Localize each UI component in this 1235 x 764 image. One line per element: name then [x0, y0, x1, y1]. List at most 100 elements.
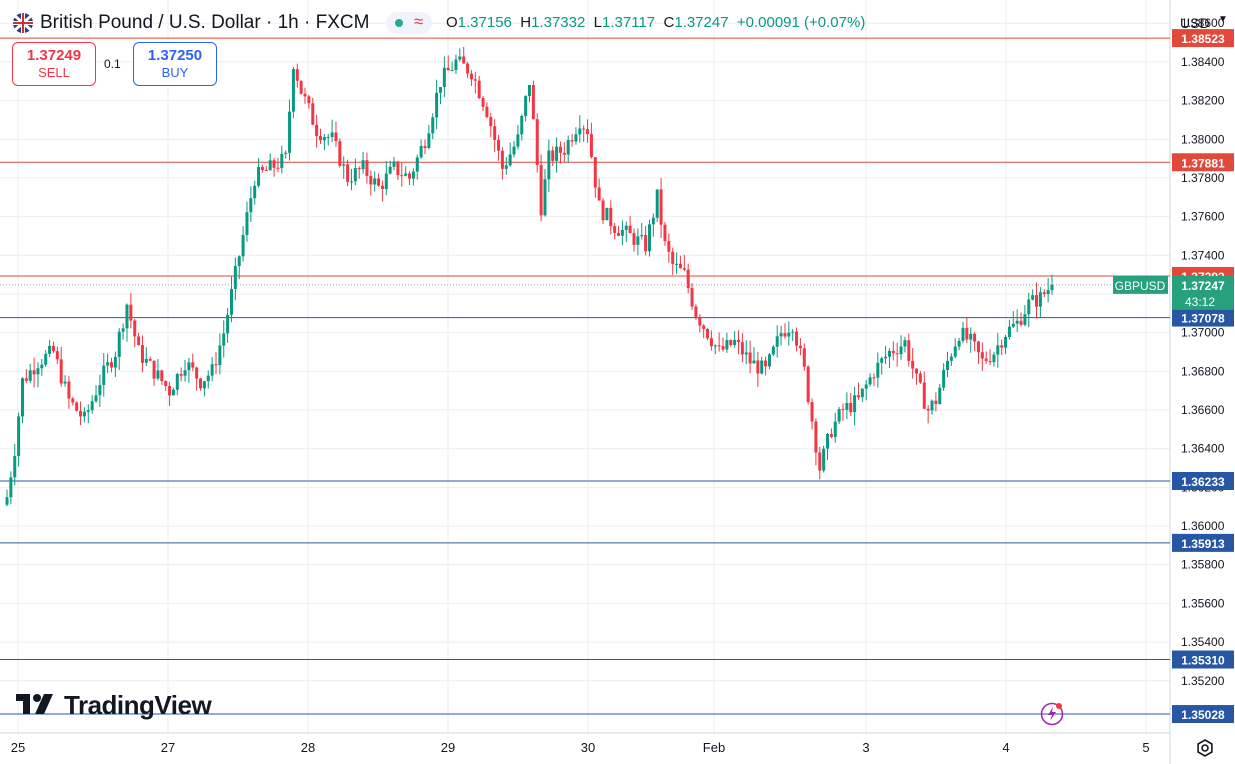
candle-body[interactable] [926, 408, 930, 411]
candle-body[interactable] [798, 345, 802, 349]
candle-body[interactable] [9, 477, 13, 498]
candle-body[interactable] [214, 364, 218, 366]
candle-body[interactable] [144, 358, 148, 363]
candle-body[interactable] [686, 269, 690, 289]
candle-body[interactable] [632, 233, 636, 245]
candle-body[interactable] [435, 92, 439, 118]
candle-body[interactable] [787, 332, 791, 337]
candle-body[interactable] [466, 63, 470, 74]
candle-body[interactable] [171, 389, 175, 396]
candle-body[interactable] [268, 160, 272, 171]
candle-body[interactable] [377, 178, 381, 186]
candle-body[interactable] [826, 434, 830, 449]
candle-body[interactable] [779, 333, 783, 337]
candle-body[interactable] [640, 235, 644, 237]
candle-body[interactable] [938, 387, 942, 405]
candle-body[interactable] [5, 497, 9, 505]
candle-body[interactable] [1015, 320, 1019, 324]
candle-body[interactable] [94, 395, 98, 402]
candle-body[interactable] [369, 175, 373, 185]
candle-body[interactable] [353, 168, 357, 182]
candle-body[interactable] [493, 126, 497, 140]
candle-body[interactable] [713, 345, 717, 347]
candle-body[interactable] [690, 288, 694, 307]
buy-button[interactable]: 1.37250 BUY [133, 42, 217, 86]
candle-body[interactable] [748, 352, 752, 364]
candle-body[interactable] [698, 317, 702, 326]
candle-body[interactable] [454, 59, 458, 71]
candle-body[interactable] [930, 400, 934, 411]
candle-body[interactable] [408, 173, 412, 179]
candle-body[interactable] [438, 87, 442, 93]
candle-body[interactable] [311, 103, 315, 125]
candle-body[interactable] [361, 160, 365, 170]
candle-body[interactable] [17, 416, 21, 457]
candle-body[interactable] [133, 320, 137, 337]
candle-body[interactable] [272, 160, 276, 168]
candle-body[interactable] [636, 236, 640, 245]
candle-body[interactable] [411, 171, 415, 179]
candle-body[interactable] [609, 207, 613, 227]
candle-body[interactable] [717, 345, 721, 347]
candle-body[interactable] [593, 157, 597, 188]
candle-body[interactable] [210, 364, 214, 376]
candle-body[interactable] [884, 356, 888, 359]
candle-body[interactable] [845, 403, 849, 410]
candle-body[interactable] [1027, 299, 1031, 315]
candle-body[interactable] [570, 140, 574, 142]
candle-body[interactable] [117, 331, 121, 357]
candle-body[interactable] [442, 67, 446, 88]
candle-body[interactable] [90, 401, 94, 411]
candle-body[interactable] [582, 128, 586, 130]
candle-body[interactable] [802, 348, 806, 367]
candle-body[interactable] [915, 368, 919, 374]
candle-body[interactable] [756, 360, 760, 374]
candle-body[interactable] [24, 378, 28, 381]
candle-body[interactable] [562, 152, 566, 155]
candle-body[interactable] [814, 421, 818, 453]
candle-body[interactable] [388, 166, 392, 174]
candle-body[interactable] [605, 207, 609, 221]
candle-body[interactable] [485, 106, 489, 117]
candle-body[interactable] [36, 368, 40, 375]
candle-body[interactable] [195, 367, 199, 379]
candle-body[interactable] [555, 146, 559, 161]
candle-body[interactable] [121, 328, 125, 332]
candle-body[interactable] [249, 198, 253, 213]
candle-body[interactable] [291, 69, 295, 112]
candle-body[interactable] [326, 136, 330, 138]
candle-body[interactable] [706, 328, 710, 339]
candle-body[interactable] [152, 360, 156, 379]
symbol-title[interactable]: British Pound / U.S. Dollar · 1h · FXCM [40, 12, 370, 33]
candle-body[interactable] [620, 230, 624, 236]
candle-body[interactable] [806, 366, 810, 403]
candle-body[interactable] [651, 217, 655, 225]
candle-body[interactable] [106, 362, 110, 366]
candle-body[interactable] [702, 325, 706, 329]
candle-body[interactable] [469, 73, 473, 80]
candle-body[interactable] [71, 398, 75, 403]
candle-body[interactable] [675, 263, 679, 265]
candle-body[interactable] [257, 166, 261, 186]
candle-body[interactable] [458, 56, 462, 60]
candle-body[interactable] [725, 340, 729, 350]
candle-body[interactable] [949, 356, 953, 361]
candle-body[interactable] [82, 411, 86, 417]
candle-body[interactable] [895, 353, 899, 355]
candle-body[interactable] [543, 179, 547, 216]
candle-body[interactable] [853, 395, 857, 413]
candle-body[interactable] [307, 96, 311, 104]
candle-body[interactable] [709, 338, 713, 347]
candle-body[interactable] [508, 154, 512, 166]
candle-body[interactable] [179, 374, 183, 376]
candle-body[interactable] [655, 189, 659, 218]
candle-body[interactable] [245, 212, 249, 235]
candle-body[interactable] [764, 360, 768, 367]
candle-body[interactable] [1038, 292, 1042, 307]
candle-body[interactable] [346, 164, 350, 182]
candle-body[interactable] [760, 360, 764, 374]
candle-body[interactable] [969, 333, 973, 340]
candle-body[interactable] [187, 362, 191, 371]
candle-body[interactable] [795, 331, 799, 346]
candle-body[interactable] [841, 409, 845, 411]
